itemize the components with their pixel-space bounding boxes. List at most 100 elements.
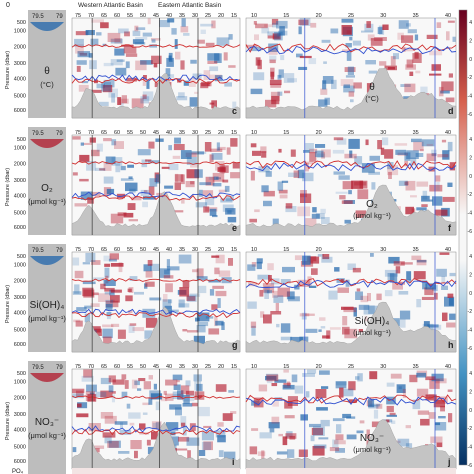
mid-anomaly-cell: [197, 406, 210, 417]
mid-anomaly-cell: [196, 276, 208, 281]
right-anomaly-cell: [315, 144, 326, 148]
mid-anomaly-cell: [121, 95, 127, 104]
right-anomaly-cell: [369, 403, 381, 407]
mid-anomaly-cell: [143, 190, 148, 194]
right-anomaly-cell: [278, 189, 288, 194]
left-panel-anomaly: [30, 373, 64, 382]
right-anomaly-cell: [371, 182, 376, 190]
right-anomaly-cell: [386, 414, 397, 417]
mid-anomaly-cell: [215, 254, 225, 264]
mid-anomaly-cell: [128, 219, 138, 222]
right-x-tick-label: 30: [380, 130, 386, 136]
right-anomaly-cell: [370, 253, 374, 257]
mid-anomaly-cell: [100, 390, 113, 398]
mid-anomaly-cell: [183, 33, 190, 36]
mid-x-tick-label: 20: [218, 247, 224, 253]
mid-anomaly-cell: [199, 189, 203, 197]
right-anomaly-cell: [357, 373, 363, 382]
right-anomaly-cell: [305, 391, 310, 398]
mid-anomaly-cell: [230, 411, 237, 414]
mid-x-tick-label: 65: [101, 247, 107, 253]
right-anomaly-cell: [355, 291, 363, 300]
right-anomaly-cell: [445, 97, 455, 103]
mid-anomaly-cell: [75, 31, 88, 36]
right-anomaly-cell: [378, 25, 385, 35]
right-anomaly-cell: [365, 60, 376, 65]
mid-x-tick-label: 45: [153, 247, 159, 253]
right-anomaly-cell: [294, 255, 303, 261]
right-x-tick-label: 30: [380, 13, 386, 19]
right-anomaly-cell: [353, 82, 362, 89]
right-anomaly-cell: [388, 256, 400, 264]
right-anomaly-cell: [285, 203, 293, 209]
right-anomaly-cell: [307, 256, 317, 262]
mid-anomaly-cell: [85, 252, 96, 262]
mid-anomaly-cell: [174, 174, 184, 182]
right-anomaly-cell: [344, 67, 356, 72]
mid-x-tick-label: 65: [101, 130, 107, 136]
right-anomaly-cell: [438, 86, 444, 97]
right-anomaly-cell: [347, 66, 354, 75]
right-anomaly-cell: [361, 163, 375, 173]
right-anomaly-cell: [290, 336, 303, 343]
y-tick-label: 500: [17, 371, 26, 377]
right-anomaly-cell: [405, 443, 413, 449]
right-anomaly-cell: [286, 291, 295, 300]
right-anomaly-cell: [348, 190, 352, 195]
mid-anomaly-cell: [148, 186, 155, 196]
left-panel-tick: 79: [56, 248, 63, 254]
right-anomaly-cell: [358, 329, 363, 333]
mid-anomaly-cell: [137, 388, 142, 391]
mid-anomaly-cell: [134, 450, 138, 459]
right-anomaly-cell: [272, 218, 279, 227]
right-anomaly-cell: [337, 287, 349, 293]
right-anomaly-cell: [310, 435, 315, 442]
mid-isopycnal-blue-lower: [71, 191, 241, 199]
mid-anomaly-cell: [167, 18, 175, 23]
mid-anomaly-cell: [149, 390, 161, 399]
mid-anomaly-cell: [145, 317, 158, 328]
mid-anomaly-cell: [151, 431, 158, 440]
mid-anomaly-cell: [154, 82, 159, 88]
mid-anomaly-cell: [170, 431, 176, 436]
mid-anomaly-cell: [118, 28, 129, 34]
mid-anomaly-cell: [104, 435, 112, 444]
mid-anomaly-cell: [72, 136, 81, 140]
bottom-partial-label: PO₄: [12, 469, 24, 474]
mid-anomaly-cell: [196, 325, 206, 333]
mid-x-tick-label: 25: [205, 13, 211, 19]
mid-anomaly-cell: [193, 335, 205, 345]
right-anomaly-cell: [277, 74, 282, 80]
right-anomaly-cell: [297, 206, 311, 217]
mid-x-tick-label: 30: [192, 247, 198, 253]
right-anomaly-cell: [342, 181, 354, 190]
mid-anomaly-cell: [110, 59, 123, 66]
right-anomaly-cell: [265, 376, 277, 381]
y-tick-label: 6000: [14, 108, 26, 114]
mid-x-tick-label: 45: [153, 13, 159, 19]
right-anomaly-cell: [270, 83, 282, 88]
right-anomaly-cell: [264, 24, 274, 28]
mid-anomaly-cell: [96, 83, 105, 89]
right-panel-letter: h: [448, 340, 454, 350]
right-anomaly-cell: [341, 200, 353, 204]
mid-anomaly-cell: [163, 275, 174, 279]
right-variable-unit: (μmol kg⁻¹): [353, 328, 391, 337]
right-anomaly-cell: [265, 171, 272, 177]
mid-anomaly-cell: [194, 91, 199, 94]
right-anomaly-cell: [307, 276, 312, 286]
right-anomaly-cell: [405, 425, 411, 429]
mid-x-tick-label: 35: [179, 247, 185, 253]
right-anomaly-cell: [440, 405, 445, 412]
mid-anomaly-cell: [79, 178, 89, 182]
right-anomaly-cell: [348, 381, 356, 391]
mid-anomaly-cell: [72, 172, 78, 176]
mid-anomaly-cell: [159, 20, 170, 28]
colorbar-tick-label: -4: [468, 211, 473, 217]
mid-anomaly-cell: [194, 169, 203, 178]
mid-anomaly-cell: [208, 328, 220, 335]
right-anomaly-cell: [313, 444, 327, 449]
right-anomaly-cell: [254, 209, 260, 213]
right-anomaly-cell: [434, 209, 448, 216]
